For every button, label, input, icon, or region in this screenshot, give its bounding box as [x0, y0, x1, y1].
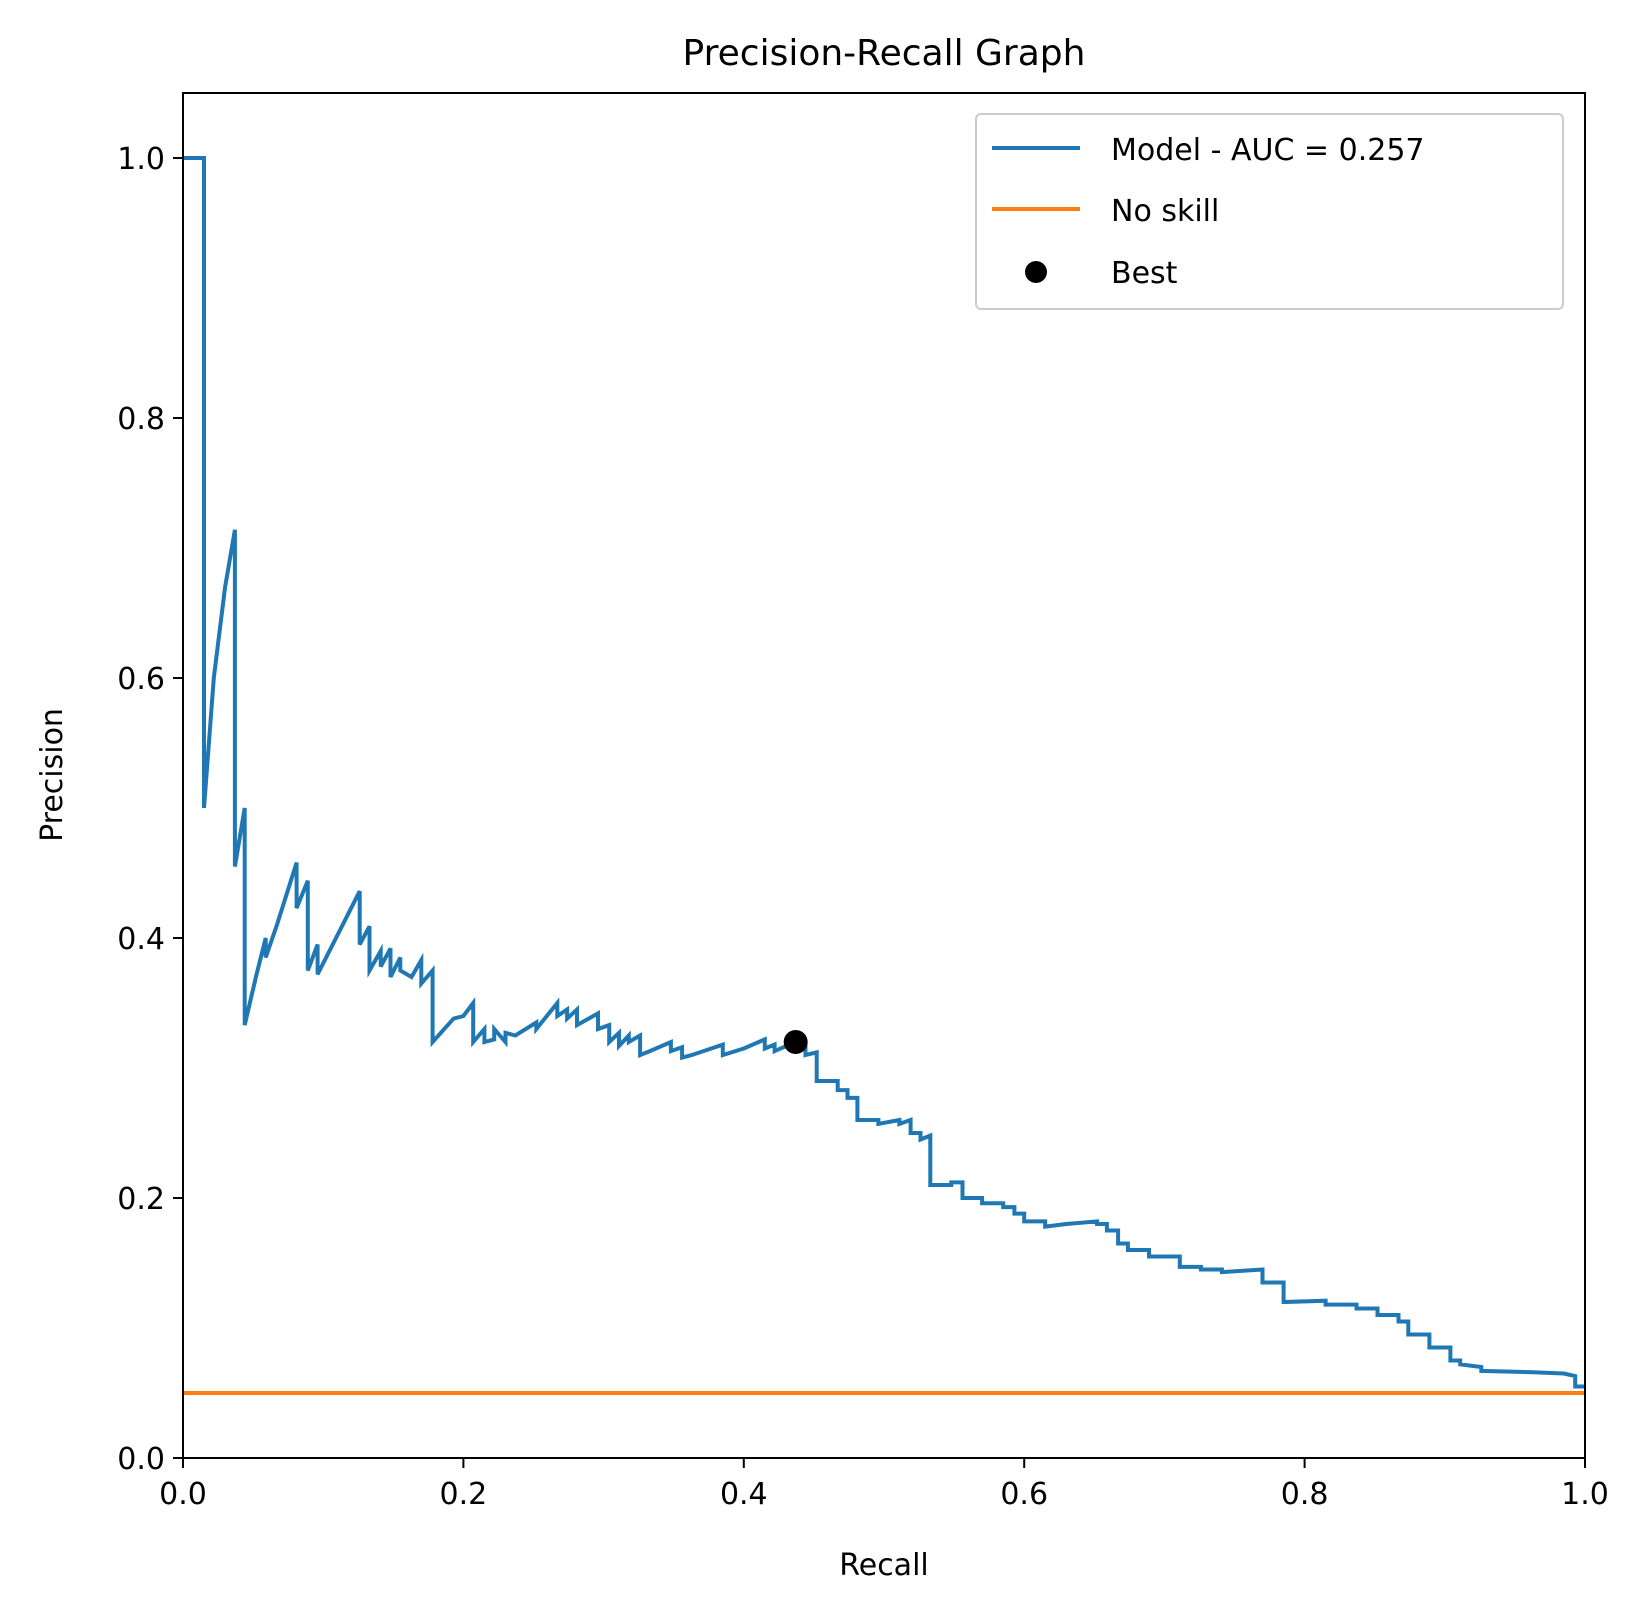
x-tick-label: 0.0	[159, 1477, 207, 1512]
x-axis-title: Recall	[839, 1548, 929, 1583]
x-tick-label: 0.8	[1281, 1477, 1329, 1512]
legend-no-skill-label: No skill	[1111, 194, 1219, 229]
x-axis: 0.0 0.2 0.4 0.6 0.8 1.0	[159, 1458, 1609, 1512]
legend-model-label: Model - AUC = 0.257	[1111, 133, 1425, 168]
axes-frame	[182, 92, 1586, 1459]
best-point-marker	[783, 1030, 808, 1054]
legend-best-label: Best	[1111, 256, 1178, 291]
y-axis: 0.0 0.2 0.4 0.6 0.8 1.0	[117, 142, 183, 1477]
x-tick-label: 0.6	[1000, 1477, 1048, 1512]
legend-best-marker	[1025, 261, 1047, 283]
plot-area	[182, 92, 1586, 1459]
series-line-model	[183, 156, 1585, 1389]
chart-title: Precision-Recall Graph	[683, 33, 1086, 74]
legend-frame	[975, 113, 1564, 310]
x-tick-label: 1.0	[1561, 1477, 1609, 1512]
y-tick-label: 0.2	[117, 1182, 165, 1217]
y-tick-label: 0.4	[117, 922, 165, 957]
y-tick-label: 0.0	[117, 1442, 165, 1477]
y-tick-label: 0.8	[117, 402, 165, 437]
y-axis-title: Precision	[35, 708, 70, 842]
x-tick-label: 0.2	[440, 1477, 488, 1512]
y-tick-label: 0.6	[117, 662, 165, 697]
y-tick-label: 1.0	[117, 142, 165, 177]
legend: Model - AUC = 0.257 No skill Best	[975, 113, 1564, 310]
x-tick-label: 0.4	[720, 1477, 768, 1512]
series-layer	[183, 156, 1585, 1395]
